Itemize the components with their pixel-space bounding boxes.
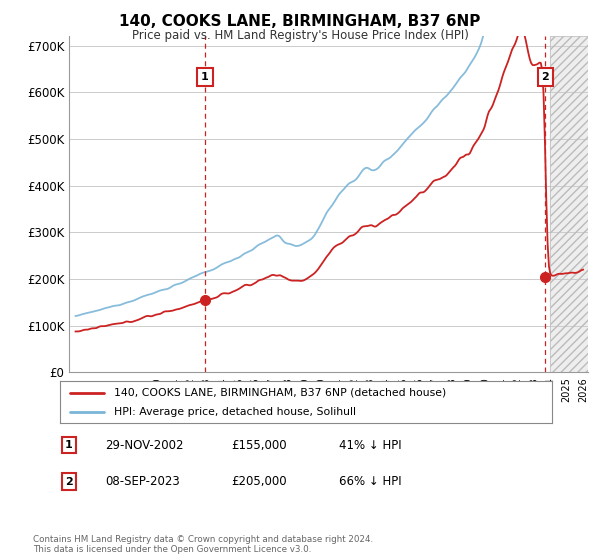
Text: £155,000: £155,000 <box>231 438 287 452</box>
Text: 1: 1 <box>65 440 73 450</box>
Text: Contains HM Land Registry data © Crown copyright and database right 2024.
This d: Contains HM Land Registry data © Crown c… <box>33 535 373 554</box>
Text: 29-NOV-2002: 29-NOV-2002 <box>105 438 184 452</box>
Text: 140, COOKS LANE, BIRMINGHAM, B37 6NP: 140, COOKS LANE, BIRMINGHAM, B37 6NP <box>119 14 481 29</box>
Bar <box>550 36 588 372</box>
Text: 140, COOKS LANE, BIRMINGHAM, B37 6NP (detached house): 140, COOKS LANE, BIRMINGHAM, B37 6NP (de… <box>114 388 446 398</box>
Text: HPI: Average price, detached house, Solihull: HPI: Average price, detached house, Soli… <box>114 407 356 417</box>
Text: Price paid vs. HM Land Registry's House Price Index (HPI): Price paid vs. HM Land Registry's House … <box>131 29 469 42</box>
Text: 41% ↓ HPI: 41% ↓ HPI <box>339 438 401 452</box>
Text: £205,000: £205,000 <box>231 475 287 488</box>
Text: 1: 1 <box>201 72 209 82</box>
Text: 66% ↓ HPI: 66% ↓ HPI <box>339 475 401 488</box>
Text: 08-SEP-2023: 08-SEP-2023 <box>105 475 180 488</box>
Bar <box>550 36 588 372</box>
Text: 2: 2 <box>541 72 549 82</box>
Text: 2: 2 <box>65 477 73 487</box>
